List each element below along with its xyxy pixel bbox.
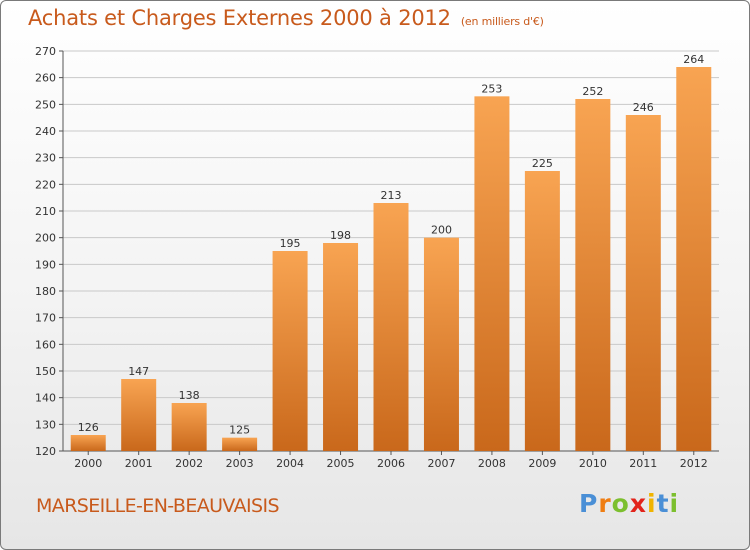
y-tick-label: 140	[35, 392, 56, 405]
data-label-2006: 213	[381, 189, 402, 202]
y-tick-label: 160	[35, 338, 56, 351]
chart-unit-label: (en milliers d'€)	[460, 15, 544, 28]
data-label-2001: 147	[128, 365, 149, 378]
chart-title: Achats et Charges Externes 2000 à 2012 (e…	[28, 6, 544, 30]
data-label-2007: 200	[431, 224, 452, 237]
y-tick-label: 260	[35, 72, 56, 85]
x-tick-label-2005: 2005	[327, 457, 355, 470]
bar-2009	[524, 171, 560, 451]
x-tick-label-2007: 2007	[427, 457, 455, 470]
bar-2006	[373, 203, 409, 451]
chart-title-text: Achats et Charges Externes 2000 à 2012	[28, 6, 451, 30]
data-label-2008: 253	[481, 82, 502, 95]
logo-letter: x	[629, 489, 647, 518]
bar-2000	[70, 435, 106, 451]
y-tick-label: 190	[35, 258, 56, 271]
y-tick-label: 170	[35, 312, 56, 325]
data-labels: 126 147 138 125 195 198 213 200 253 225 252 246 264	[78, 53, 705, 437]
logo-letter: i	[669, 489, 680, 518]
x-tick-label-2010: 2010	[579, 457, 607, 470]
proxiti-logo: Proxiti	[579, 489, 679, 518]
x-tick-label-2002: 2002	[175, 457, 203, 470]
x-tick-label-2000: 2000	[74, 457, 102, 470]
data-label-2002: 138	[179, 389, 200, 402]
y-tick-label: 150	[35, 365, 56, 378]
logo-letter: o	[611, 489, 630, 518]
data-label-2009: 225	[532, 157, 553, 170]
y-tick-label: 270	[35, 45, 56, 58]
y-tick-label: 240	[35, 125, 56, 138]
data-label-2010: 252	[582, 85, 603, 98]
y-tick-label: 220	[35, 178, 56, 191]
x-tick-label-2012: 2012	[680, 457, 708, 470]
y-tick-label: 130	[35, 418, 56, 431]
bar-2011	[625, 115, 661, 451]
x-tick-label-2009: 2009	[528, 457, 556, 470]
bar-2004	[272, 251, 308, 451]
logo-letter: t	[656, 489, 670, 518]
y-tick-label: 200	[35, 232, 56, 245]
y-tick-label: 120	[35, 445, 56, 458]
bar-2012	[676, 67, 712, 451]
data-label-2005: 198	[330, 229, 351, 242]
x-tick-label-2011: 2011	[629, 457, 657, 470]
bar-2003	[222, 437, 258, 451]
y-tick-label: 230	[35, 152, 56, 165]
logo-letter: i	[647, 489, 657, 518]
y-tick-labels: 120 130 140 150 160 170 180 190 200 210 220 230 240 2…	[35, 45, 63, 458]
bar-2007	[423, 237, 459, 451]
logo-letter: r	[598, 489, 612, 518]
x-tick-label-2006: 2006	[377, 457, 405, 470]
bar-2005	[323, 243, 359, 451]
logo-letter: P	[579, 489, 599, 518]
data-label-2000: 126	[78, 421, 99, 434]
x-tick-label-2004: 2004	[276, 457, 304, 470]
bar-2008	[474, 96, 510, 451]
y-tick-label: 210	[35, 205, 56, 218]
data-label-2012: 264	[683, 53, 704, 66]
data-label-2011: 246	[633, 101, 654, 114]
y-tick-label: 180	[35, 285, 56, 298]
data-label-2003: 125	[229, 424, 250, 437]
y-tick-label: 250	[35, 98, 56, 111]
bar-2002	[171, 403, 207, 451]
bars	[70, 67, 712, 451]
data-label-2004: 195	[280, 237, 301, 250]
x-tick-label-2008: 2008	[478, 457, 506, 470]
bar-2001	[121, 379, 157, 451]
x-tick-labels: 2000 2001 2002 2003 2004 2005 2006 2007 2008 2009…	[74, 451, 708, 470]
bar-2010	[575, 99, 611, 451]
x-tick-label-2003: 2003	[226, 457, 254, 470]
place-name: MARSEILLE-EN-BEAUVAISIS	[36, 495, 280, 517]
x-tick-label-2001: 2001	[125, 457, 153, 470]
